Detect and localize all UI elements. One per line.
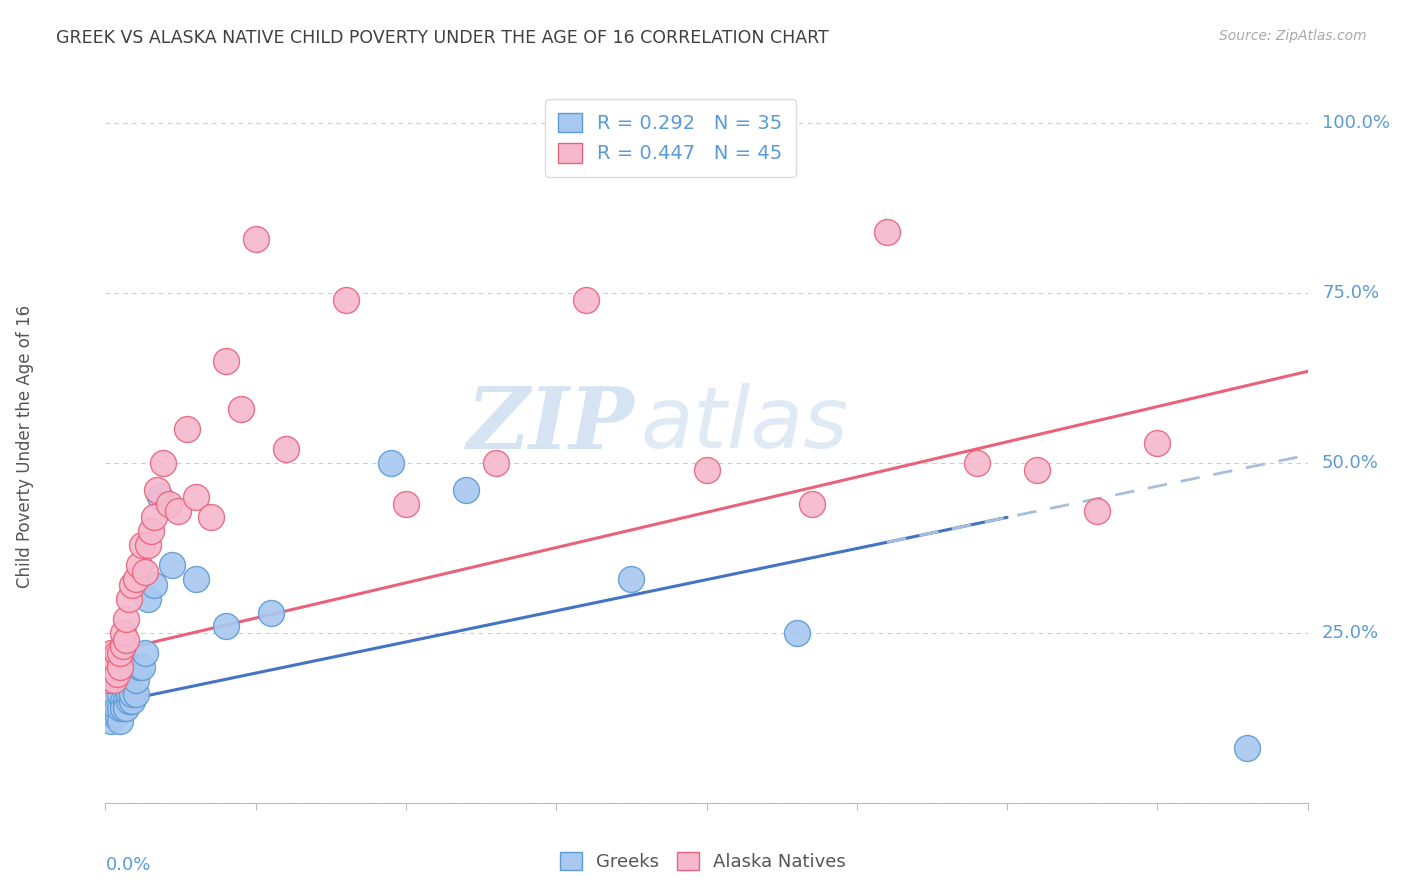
Point bbox=[485, 456, 508, 470]
Point bbox=[112, 626, 135, 640]
Point bbox=[115, 612, 138, 626]
Point bbox=[118, 694, 141, 708]
Point bbox=[97, 673, 120, 688]
Point bbox=[134, 646, 156, 660]
Text: 100.0%: 100.0% bbox=[1322, 114, 1391, 132]
Point bbox=[115, 632, 138, 647]
Text: Source: ZipAtlas.com: Source: ZipAtlas.com bbox=[1219, 29, 1367, 43]
Point bbox=[103, 660, 125, 674]
Point bbox=[103, 673, 125, 688]
Point bbox=[454, 483, 477, 498]
Point bbox=[107, 707, 129, 722]
Point bbox=[110, 646, 132, 660]
Point bbox=[128, 558, 150, 572]
Point bbox=[148, 490, 170, 504]
Point bbox=[1236, 741, 1258, 756]
Point bbox=[214, 619, 236, 633]
Point bbox=[107, 666, 129, 681]
Text: Child Poverty Under the Age of 16: Child Poverty Under the Age of 16 bbox=[17, 304, 34, 588]
Point bbox=[139, 524, 162, 538]
Point bbox=[100, 700, 122, 714]
Text: 50.0%: 50.0% bbox=[1322, 454, 1379, 472]
Point bbox=[112, 694, 135, 708]
Point bbox=[214, 354, 236, 368]
Point bbox=[136, 591, 159, 606]
Point bbox=[800, 497, 823, 511]
Text: 25.0%: 25.0% bbox=[1322, 624, 1379, 642]
Point bbox=[966, 456, 988, 470]
Point bbox=[136, 537, 159, 551]
Point bbox=[110, 714, 132, 729]
Point bbox=[110, 660, 132, 674]
Point bbox=[121, 687, 143, 701]
Text: 75.0%: 75.0% bbox=[1322, 284, 1379, 302]
Point bbox=[97, 653, 120, 667]
Point bbox=[876, 225, 898, 239]
Point bbox=[100, 714, 122, 729]
Point bbox=[274, 442, 297, 457]
Point bbox=[395, 497, 418, 511]
Point bbox=[115, 700, 138, 714]
Point bbox=[200, 510, 222, 524]
Point bbox=[166, 503, 188, 517]
Text: atlas: atlas bbox=[640, 383, 848, 467]
Point bbox=[110, 687, 132, 701]
Point bbox=[335, 293, 357, 307]
Point bbox=[124, 673, 146, 688]
Point bbox=[107, 646, 129, 660]
Point bbox=[121, 578, 143, 592]
Point bbox=[115, 694, 138, 708]
Point bbox=[118, 591, 141, 606]
Point bbox=[1146, 435, 1168, 450]
Point bbox=[134, 565, 156, 579]
Point bbox=[145, 483, 167, 498]
Point bbox=[229, 401, 252, 416]
Point bbox=[1026, 463, 1049, 477]
Text: ZIP: ZIP bbox=[467, 383, 634, 467]
Point bbox=[100, 666, 122, 681]
Point bbox=[121, 694, 143, 708]
Point bbox=[380, 456, 402, 470]
Point bbox=[100, 646, 122, 660]
Point bbox=[131, 537, 153, 551]
Point bbox=[110, 700, 132, 714]
Point bbox=[152, 456, 174, 470]
Point bbox=[112, 700, 135, 714]
Text: 0.0%: 0.0% bbox=[105, 856, 150, 874]
Point bbox=[160, 558, 183, 572]
Legend: Greeks, Alaska Natives: Greeks, Alaska Natives bbox=[553, 845, 853, 879]
Point bbox=[131, 660, 153, 674]
Point bbox=[245, 232, 267, 246]
Point bbox=[184, 572, 207, 586]
Point bbox=[1085, 503, 1108, 517]
Point bbox=[103, 694, 125, 708]
Point bbox=[118, 687, 141, 701]
Point bbox=[142, 578, 165, 592]
Point bbox=[128, 660, 150, 674]
Point bbox=[620, 572, 643, 586]
Point bbox=[786, 626, 808, 640]
Point bbox=[142, 510, 165, 524]
Legend: R = 0.292   N = 35, R = 0.447   N = 45: R = 0.292 N = 35, R = 0.447 N = 45 bbox=[544, 99, 796, 177]
Point bbox=[97, 707, 120, 722]
Point bbox=[124, 687, 146, 701]
Point bbox=[112, 640, 135, 654]
Point bbox=[260, 606, 283, 620]
Point bbox=[107, 700, 129, 714]
Point bbox=[176, 422, 198, 436]
Point bbox=[157, 497, 180, 511]
Point bbox=[696, 463, 718, 477]
Text: GREEK VS ALASKA NATIVE CHILD POVERTY UNDER THE AGE OF 16 CORRELATION CHART: GREEK VS ALASKA NATIVE CHILD POVERTY UND… bbox=[56, 29, 830, 46]
Point bbox=[103, 707, 125, 722]
Point bbox=[184, 490, 207, 504]
Point bbox=[124, 572, 146, 586]
Point bbox=[575, 293, 598, 307]
